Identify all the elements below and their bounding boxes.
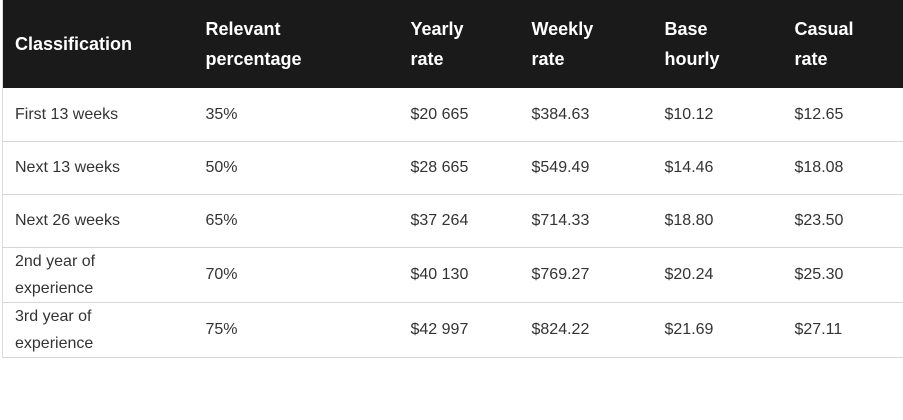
cell-text: $384.63: [531, 105, 590, 123]
table-cell: Next 26 weeks: [2, 194, 194, 248]
table-cell: 3rd year of experience: [2, 302, 194, 358]
cell-text: 3rd year of experience: [15, 307, 94, 352]
table-cell: $384.63: [519, 88, 653, 142]
table-cell: $20 665: [398, 88, 520, 142]
header-row: Classification Relevant percentage Yearly …: [2, 0, 903, 88]
cell-text: $18.80: [664, 212, 714, 229]
cell-text: 75%: [205, 321, 238, 338]
table-cell: $23.50: [782, 194, 903, 248]
cell-text: 35%: [205, 105, 238, 123]
table-body: First 13 weeks 35% $20 665 $384.63 $10.12 $12…: [2, 88, 903, 358]
table-cell: $18.08: [782, 141, 903, 195]
table-cell: 75%: [193, 302, 399, 358]
cell-text: First 13 weeks: [15, 105, 119, 123]
cell-text: $23.50: [794, 212, 844, 229]
table-cell: $714.33: [519, 194, 653, 248]
header-cell: Weekly rate: [519, 0, 653, 88]
cell-text: $769.27: [531, 266, 590, 283]
cell-text: 2nd year of experience: [15, 252, 96, 297]
header-text: Yearly rate: [410, 19, 464, 69]
cell-text: $20 665: [410, 105, 469, 123]
cell-text: $18.08: [794, 159, 844, 176]
table-cell: 35%: [193, 88, 399, 142]
table-cell: First 13 weeks: [2, 88, 194, 142]
table-row: 3rd year of experience 75% $42 997 $824.22 $…: [2, 302, 903, 358]
cell-text: $549.49: [531, 159, 590, 176]
table-cell: $21.69: [652, 302, 783, 358]
table-cell: $27.11: [782, 302, 903, 358]
header-cell: Casual rate: [782, 0, 903, 88]
cell-text: 65%: [205, 212, 238, 229]
header-cell: Relevant percentage: [193, 0, 399, 88]
table-cell: $824.22: [519, 302, 653, 358]
table-row: Next 26 weeks 65% $37 264 $714.33 $18.80 $23.…: [2, 194, 903, 248]
cell-text: $714.33: [531, 212, 590, 229]
table-cell: $549.49: [519, 141, 653, 195]
cell-text: $20.24: [664, 266, 714, 283]
header-cell: Classification: [2, 0, 194, 88]
table-cell: 2nd year of experience: [2, 247, 194, 303]
header-text: Weekly rate: [531, 19, 594, 69]
header-text: Casual rate: [794, 19, 854, 69]
cell-text: $25.30: [794, 266, 844, 283]
table-row: Next 13 weeks 50% $28 665 $549.49 $14.46 $18.…: [2, 141, 903, 195]
cell-text: $824.22: [531, 321, 590, 338]
header-cell: Base hourly: [652, 0, 783, 88]
cell-text: $40 130: [410, 266, 469, 283]
table-cell: $12.65: [782, 88, 903, 142]
header-text: Classification: [15, 34, 133, 54]
table-cell: $25.30: [782, 247, 903, 303]
table-cell: 70%: [193, 247, 399, 303]
table-row: 2nd year of experience 70% $40 130 $769.27 $…: [2, 247, 903, 303]
table-cell: $40 130: [398, 247, 520, 303]
cell-text: 50%: [205, 159, 238, 176]
table-cell: $20.24: [652, 247, 783, 303]
cell-text: $10.12: [664, 105, 714, 123]
cell-text: 70%: [205, 266, 238, 283]
cell-text: $14.46: [664, 159, 714, 176]
table-cell: 50%: [193, 141, 399, 195]
header-cell: Yearly rate: [398, 0, 520, 88]
cell-text: $27.11: [794, 321, 843, 338]
table-cell: $37 264: [398, 194, 520, 248]
table-header: Classification Relevant percentage Yearly …: [2, 0, 903, 88]
cell-text: $37 264: [410, 212, 469, 229]
table-cell: $769.27: [519, 247, 653, 303]
table-cell: Next 13 weeks: [2, 141, 194, 195]
header-text: Base hourly: [664, 19, 720, 69]
table-cell: $42 997: [398, 302, 520, 358]
rates-table: Classification Relevant percentage Yearly …: [2, 0, 903, 358]
cell-text: $28 665: [410, 159, 469, 176]
cell-text: Next 26 weeks: [15, 212, 120, 229]
table-cell: $18.80: [652, 194, 783, 248]
cell-text: $12.65: [794, 105, 844, 123]
header-text: Relevant percentage: [205, 19, 302, 69]
table-cell: $10.12: [652, 88, 783, 142]
table-row: First 13 weeks 35% $20 665 $384.63 $10.12 $12…: [2, 88, 903, 142]
cell-text: $42 997: [410, 321, 469, 338]
cell-text: $21.69: [664, 321, 714, 338]
cell-text: Next 13 weeks: [15, 159, 120, 176]
table-cell: $14.46: [652, 141, 783, 195]
table-cell: 65%: [193, 194, 399, 248]
table-cell: $28 665: [398, 141, 520, 195]
